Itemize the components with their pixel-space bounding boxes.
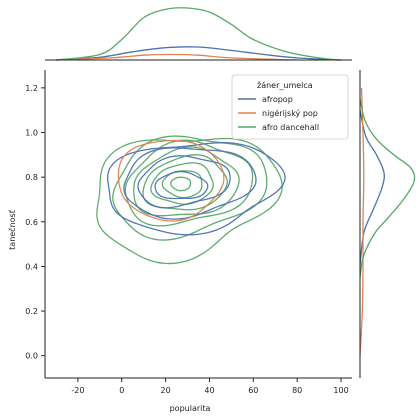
contour-afropop [107, 142, 286, 236]
x-tick-label: 100 [333, 386, 348, 395]
contour-afro-dancehall [161, 170, 203, 199]
contour-nig-rijsk-pop [117, 139, 225, 222]
legend-label-nig-rijsk-pop: nigérijský pop [262, 108, 318, 118]
right-density-afro-dancehall [359, 98, 416, 278]
contour-afropop [137, 155, 231, 209]
legend: žáner_umelca afropop nigérijský pop afro d… [231, 74, 349, 140]
x-tick-label: 80 [292, 386, 302, 395]
main-axes [44, 59, 361, 379]
top-density-afropop [55, 46, 342, 61]
contour-afro-dancehall [124, 139, 254, 227]
contour-afro-dancehall [96, 137, 283, 265]
contour-layer [96, 135, 286, 265]
y-axis-label: tanečnosť [7, 210, 17, 250]
y-tick-label: 0.6 [25, 218, 38, 227]
x-tick-label: -20 [71, 386, 84, 395]
legend-label-afropop: afropop [262, 95, 293, 104]
top-density-afro-dancehall [55, 7, 342, 61]
right-marginal-y-density [359, 87, 416, 356]
legend-label-afro-dancehall: afro dancehall [262, 123, 319, 132]
axis-ticks: -20 0 20 40 60 80 100 0.0 0.2 0.4 0.6 0.8 1.0 1.2 [25, 84, 348, 395]
y-tick-label: 1.0 [25, 128, 38, 137]
x-tick-label: 0 [119, 386, 124, 395]
legend-title: žáner_umelca [257, 81, 313, 90]
y-tick-label: 0.4 [25, 262, 38, 271]
top-density-nig-rijsk-pop [55, 53, 298, 61]
y-tick-label: 1.2 [25, 84, 38, 93]
right-density-afropop [359, 110, 385, 267]
x-tick-label: 40 [204, 386, 214, 395]
top-marginal-x-density [55, 7, 342, 61]
y-tick-label: 0.8 [25, 173, 38, 182]
x-tick-label: 60 [248, 386, 258, 395]
x-tick-label: 20 [161, 386, 171, 395]
y-tick-label: 0.0 [25, 352, 38, 361]
contour-afropop [123, 147, 257, 220]
contour-afro-dancehall [170, 176, 192, 192]
x-axis-label: popularita [170, 404, 211, 413]
legend-frame [231, 74, 349, 140]
y-tick-label: 0.2 [25, 307, 38, 316]
right-density-nig-rijsk-pop [359, 87, 365, 356]
contour-afropop [154, 170, 209, 200]
